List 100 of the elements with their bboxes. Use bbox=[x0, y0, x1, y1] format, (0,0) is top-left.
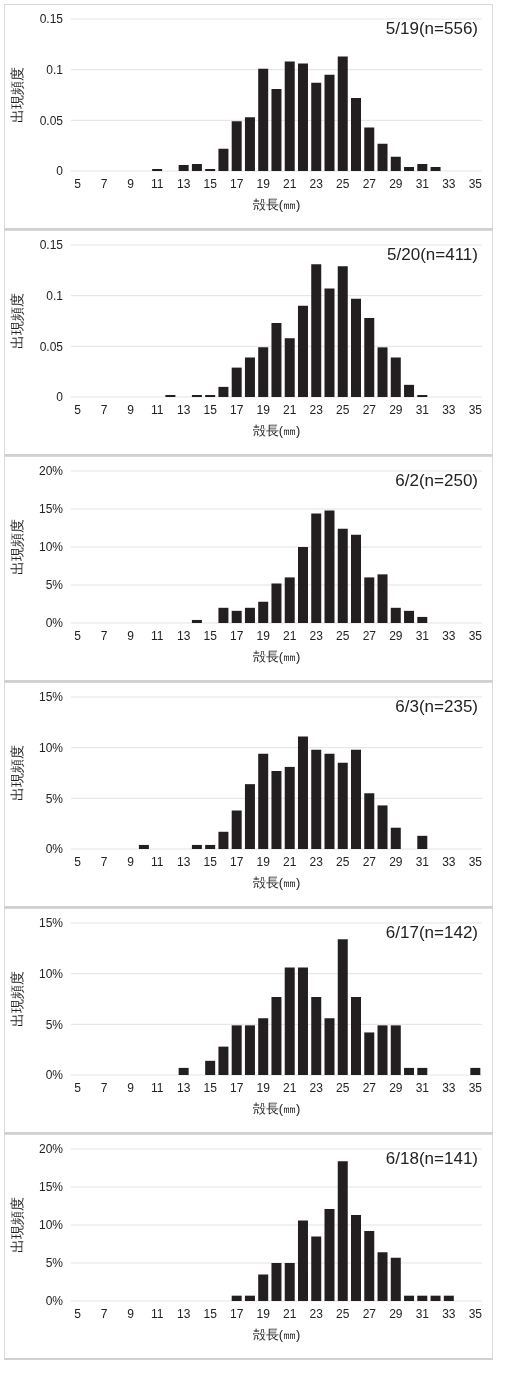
x-tick-label: 23 bbox=[309, 1306, 324, 1321]
bar bbox=[377, 1252, 388, 1301]
y-tick-label: 0 bbox=[56, 390, 64, 405]
bar bbox=[377, 1025, 388, 1075]
y-tick-label: 20% bbox=[38, 464, 64, 479]
y-tick-label: 10% bbox=[38, 1218, 64, 1233]
bar bbox=[231, 367, 242, 397]
bar bbox=[205, 844, 216, 849]
bar bbox=[324, 74, 335, 171]
x-tick-label: 15 bbox=[203, 402, 218, 417]
x-tick-label: 27 bbox=[362, 1306, 377, 1321]
bar bbox=[244, 117, 255, 171]
x-tick-label: 15 bbox=[203, 1306, 218, 1321]
x-tick-label: 29 bbox=[389, 1080, 403, 1095]
bar bbox=[271, 1263, 282, 1301]
y-tick-label: 0 bbox=[56, 164, 64, 179]
bar bbox=[390, 357, 401, 397]
bar bbox=[297, 305, 308, 397]
x-tick-label: 13 bbox=[177, 854, 191, 869]
bar bbox=[311, 749, 322, 849]
y-tick-label: 10% bbox=[38, 740, 64, 755]
x-tick-label: 5 bbox=[74, 1306, 82, 1321]
x-tick-label: 25 bbox=[336, 628, 350, 643]
x-tick-label: 5 bbox=[74, 402, 82, 417]
x-tick-label: 25 bbox=[336, 854, 350, 869]
x-tick-label: 19 bbox=[256, 628, 271, 643]
bar bbox=[218, 831, 229, 849]
bar bbox=[390, 1257, 401, 1301]
x-tick-label: 9 bbox=[127, 854, 135, 869]
x-tick-label: 23 bbox=[309, 176, 324, 191]
x-tick-label: 27 bbox=[362, 402, 377, 417]
y-tick-label: 0.05 bbox=[39, 113, 64, 128]
bar bbox=[377, 805, 388, 849]
x-tick-label: 5 bbox=[74, 1080, 82, 1095]
bar bbox=[284, 967, 295, 1075]
bar bbox=[311, 82, 322, 171]
bar bbox=[390, 827, 401, 849]
x-tick-label: 7 bbox=[100, 628, 108, 643]
x-tick-label: 35 bbox=[468, 176, 483, 191]
bar bbox=[337, 1161, 348, 1301]
x-axis-title: 殻長(㎜) bbox=[252, 1101, 301, 1116]
x-tick-label: 25 bbox=[336, 1080, 350, 1095]
x-tick-label: 35 bbox=[468, 1080, 483, 1095]
x-tick-label: 7 bbox=[100, 402, 108, 417]
x-tick-label: 27 bbox=[362, 854, 377, 869]
x-tick-label: 19 bbox=[256, 854, 271, 869]
x-tick-label: 17 bbox=[230, 854, 244, 869]
bar bbox=[311, 996, 322, 1075]
x-tick-label: 9 bbox=[127, 1306, 135, 1321]
y-tick-label: 15% bbox=[38, 502, 64, 517]
x-tick-label: 27 bbox=[362, 176, 377, 191]
bar bbox=[231, 121, 242, 171]
bar bbox=[377, 347, 388, 397]
x-axis-title: 殻長(㎜) bbox=[252, 197, 301, 212]
x-tick-label: 5 bbox=[74, 176, 82, 191]
bar bbox=[351, 534, 362, 623]
bar bbox=[165, 394, 176, 397]
y-axis-title: 出現頻度 bbox=[8, 293, 25, 349]
bar bbox=[351, 298, 362, 397]
y-tick-label: 10% bbox=[38, 540, 64, 555]
bar bbox=[284, 338, 295, 397]
x-axis-title: 殻長(㎜) bbox=[252, 875, 301, 890]
bar bbox=[351, 98, 362, 171]
y-tick-label: 15% bbox=[38, 1180, 64, 1195]
bar bbox=[337, 266, 348, 397]
bar bbox=[364, 577, 375, 623]
bar bbox=[311, 513, 322, 623]
y-tick-label: 0.15 bbox=[39, 12, 64, 27]
chart-title: 6/2(n=250) bbox=[395, 471, 478, 491]
x-tick-label: 31 bbox=[415, 854, 430, 869]
x-tick-label: 9 bbox=[127, 176, 135, 191]
x-tick-label: 21 bbox=[283, 402, 297, 417]
bar bbox=[417, 163, 428, 171]
x-tick-label: 17 bbox=[230, 628, 244, 643]
x-tick-label: 29 bbox=[389, 176, 403, 191]
bar bbox=[218, 1046, 229, 1075]
y-axis-title: 出現頻度 bbox=[8, 519, 25, 575]
bar bbox=[417, 1295, 428, 1301]
x-tick-label: 23 bbox=[309, 1080, 324, 1095]
bar bbox=[430, 166, 441, 171]
y-tick-label: 0.05 bbox=[39, 339, 64, 354]
bar bbox=[364, 317, 375, 397]
y-tick-label: 0.15 bbox=[39, 238, 64, 253]
bar bbox=[258, 1018, 269, 1075]
x-tick-label: 5 bbox=[74, 628, 82, 643]
chart-title: 5/19(n=556) bbox=[385, 19, 478, 39]
x-tick-label: 21 bbox=[283, 628, 297, 643]
y-tick-label: 15% bbox=[38, 690, 64, 705]
y-tick-label: 0% bbox=[45, 1068, 64, 1083]
x-tick-label: 13 bbox=[177, 402, 191, 417]
x-tick-label: 33 bbox=[442, 1306, 456, 1321]
bar bbox=[404, 610, 415, 623]
x-tick-label: 21 bbox=[283, 1306, 297, 1321]
chart-title: 5/20(n=411) bbox=[387, 245, 478, 265]
bar bbox=[417, 616, 428, 623]
x-tick-label: 35 bbox=[468, 1306, 483, 1321]
x-tick-label: 31 bbox=[415, 1306, 430, 1321]
x-tick-label: 15 bbox=[203, 854, 218, 869]
x-tick-label: 29 bbox=[389, 628, 403, 643]
bar bbox=[191, 844, 202, 849]
